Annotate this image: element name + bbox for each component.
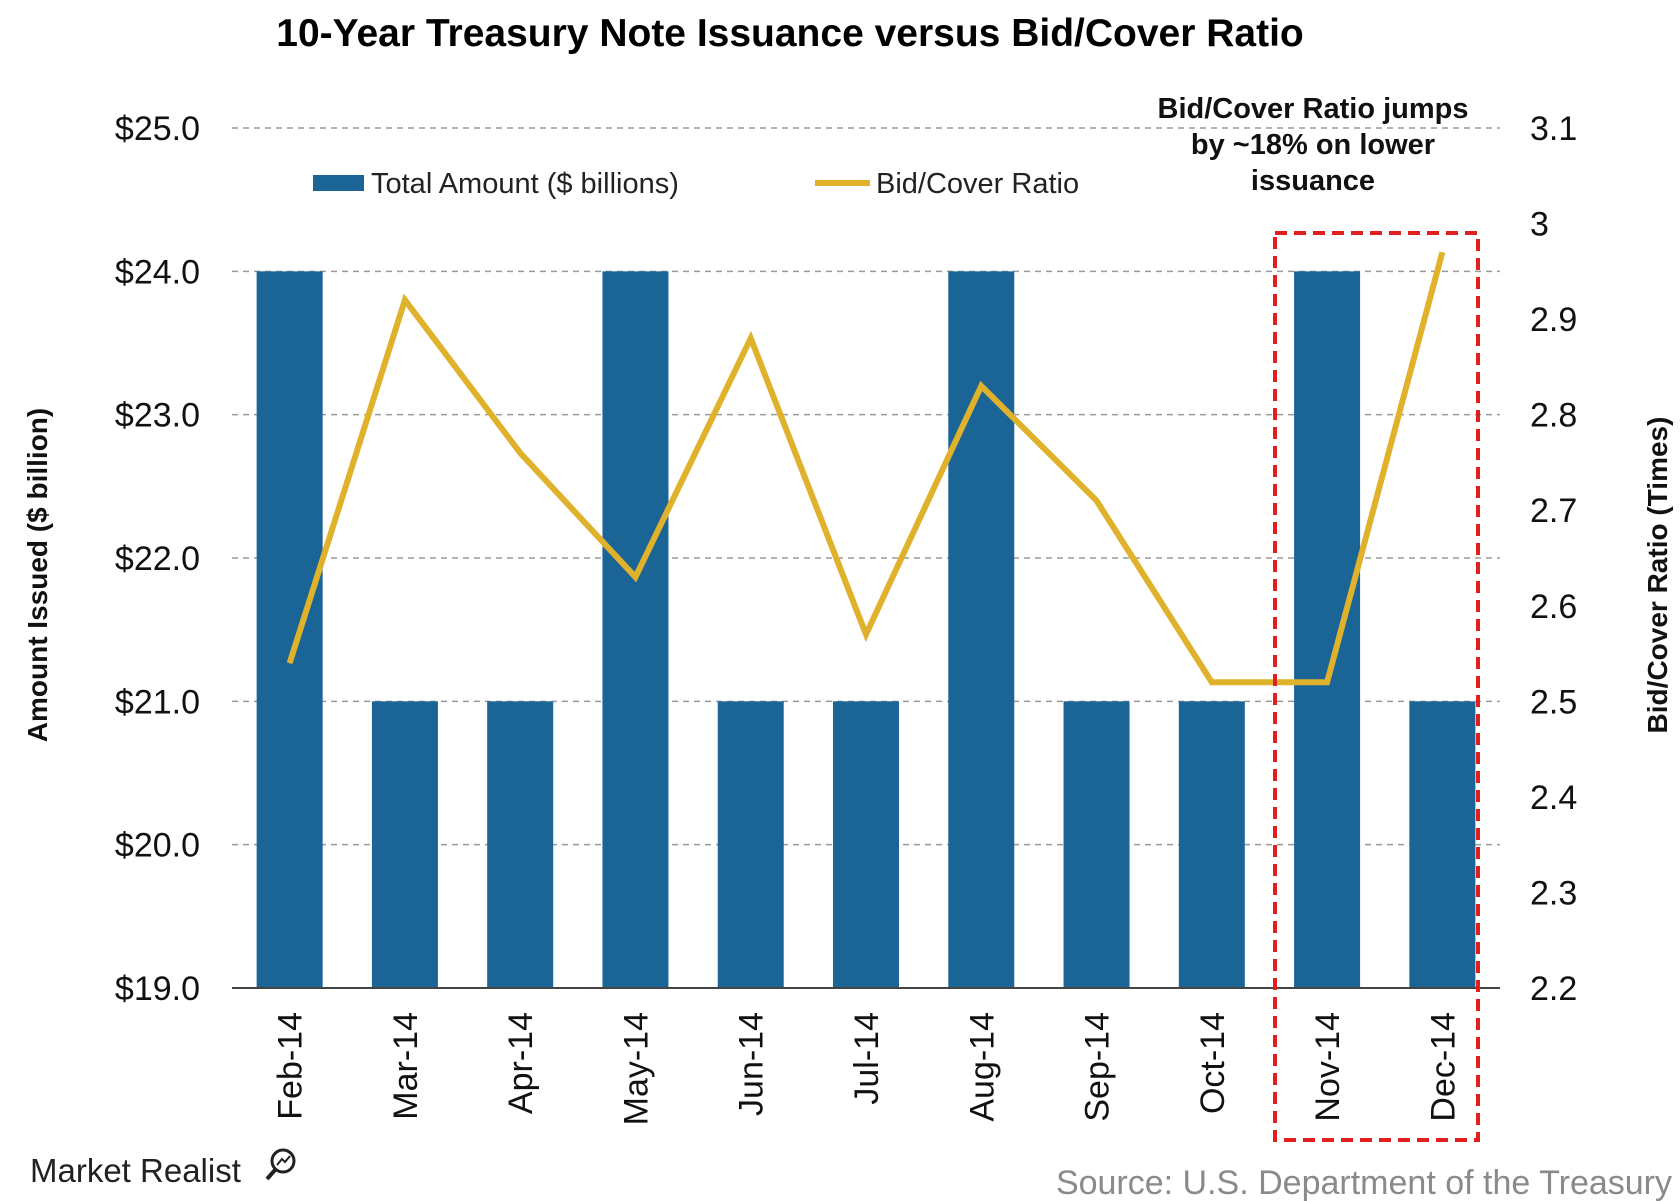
line-point	[1096, 500, 1098, 502]
annotation-line-3: issuance	[1251, 165, 1375, 197]
y-right-tick-label: 2.7	[1530, 492, 1577, 530]
x-tick-label: Aug-14	[963, 1012, 1001, 1122]
bar	[1063, 701, 1130, 988]
y-right-tick-label: 2.5	[1530, 683, 1577, 721]
bar	[256, 271, 323, 988]
bar	[1294, 271, 1361, 988]
legend-swatch-bar	[313, 175, 364, 191]
source-note: Source: U.S. Department of the Treasury	[1056, 1164, 1672, 1201]
line-point	[980, 385, 982, 387]
x-tick-label: Feb-14	[272, 1012, 310, 1120]
brand-logo-text: Market Realist	[30, 1152, 241, 1189]
x-tick-label: Dec-14	[1424, 1012, 1462, 1122]
bar	[833, 701, 899, 988]
legend-label-line: Bid/Cover Ratio	[876, 168, 1079, 200]
line-point	[750, 337, 752, 339]
y-right-tick-label: 2.9	[1530, 301, 1577, 339]
annotation-line-2: by ~18% on lower	[1191, 129, 1435, 161]
y-left-tick-label: $21.0	[115, 683, 200, 721]
x-tick-label: Nov-14	[1309, 1012, 1347, 1122]
line-point	[1211, 681, 1213, 683]
line-point	[865, 633, 867, 635]
line-point	[519, 452, 521, 454]
line-point	[1326, 681, 1328, 683]
x-tick-label: Apr-14	[502, 1012, 540, 1114]
gridlines	[232, 127, 1500, 846]
bar	[717, 701, 784, 988]
bar	[948, 271, 1015, 988]
x-tick-label: Jul-14	[848, 1012, 886, 1105]
line-point	[289, 662, 291, 664]
y-right-tick-label: 2.3	[1530, 874, 1577, 912]
line-point	[1441, 251, 1443, 253]
x-tick-label: Mar-14	[387, 1012, 425, 1120]
bar-series	[256, 271, 1476, 988]
y-left-tick-label: $25.0	[115, 110, 200, 148]
line-point	[404, 299, 406, 301]
axes: $19.0 $20.0 $21.0 $22.0 $23.0 $24.0 $25.0 2.2 2.…	[115, 110, 1577, 1125]
highlight-box	[1273, 231, 1480, 1142]
bar	[1409, 701, 1476, 988]
bar	[602, 271, 669, 988]
annotation-line-1: Bid/Cover Ratio jumps	[1158, 93, 1469, 125]
y-left-tick-label: $22.0	[115, 540, 200, 578]
y-left-tick-label: $24.0	[115, 253, 200, 291]
y-right-tick-label: 2.8	[1530, 397, 1577, 435]
y-left-tick-label: $23.0	[115, 397, 200, 435]
chart-title: 10-Year Treasury Note Issuance versus Bi…	[276, 12, 1303, 55]
y-left-axis-title: Amount Issued ($ billion)	[22, 408, 53, 742]
x-tick-label: Oct-14	[1194, 1012, 1232, 1114]
legend: Total Amount ($ billions) Bid/Cover Rati…	[313, 168, 1079, 200]
bid-cover-line	[286, 251, 1446, 686]
x-tick-label: May-14	[617, 1012, 655, 1125]
bar	[487, 701, 554, 988]
y-left-tick-label: $20.0	[115, 827, 200, 865]
y-right-axis-title: Bid/Cover Ratio (Times)	[1642, 417, 1673, 734]
bar	[371, 701, 438, 988]
magnifier-chart-icon	[265, 1148, 296, 1181]
y-right-tick-label: 2.2	[1530, 970, 1577, 1008]
y-right-tick-label: 2.4	[1530, 779, 1577, 817]
y-right-tick-label: 2.6	[1530, 588, 1577, 626]
y-left-tick-label: $19.0	[115, 970, 200, 1008]
legend-label-bar: Total Amount ($ billions)	[371, 168, 679, 200]
bar	[1178, 701, 1245, 988]
y-right-tick-label: 3	[1530, 206, 1549, 244]
line-point	[634, 576, 636, 578]
x-tick-label: Jun-14	[733, 1012, 771, 1116]
x-tick-label: Sep-14	[1079, 1012, 1117, 1122]
annotation: Bid/Cover Ratio jumps by ~18% on lower i…	[1158, 93, 1469, 197]
y-right-tick-label: 3.1	[1530, 110, 1577, 148]
line-series	[286, 251, 1446, 686]
